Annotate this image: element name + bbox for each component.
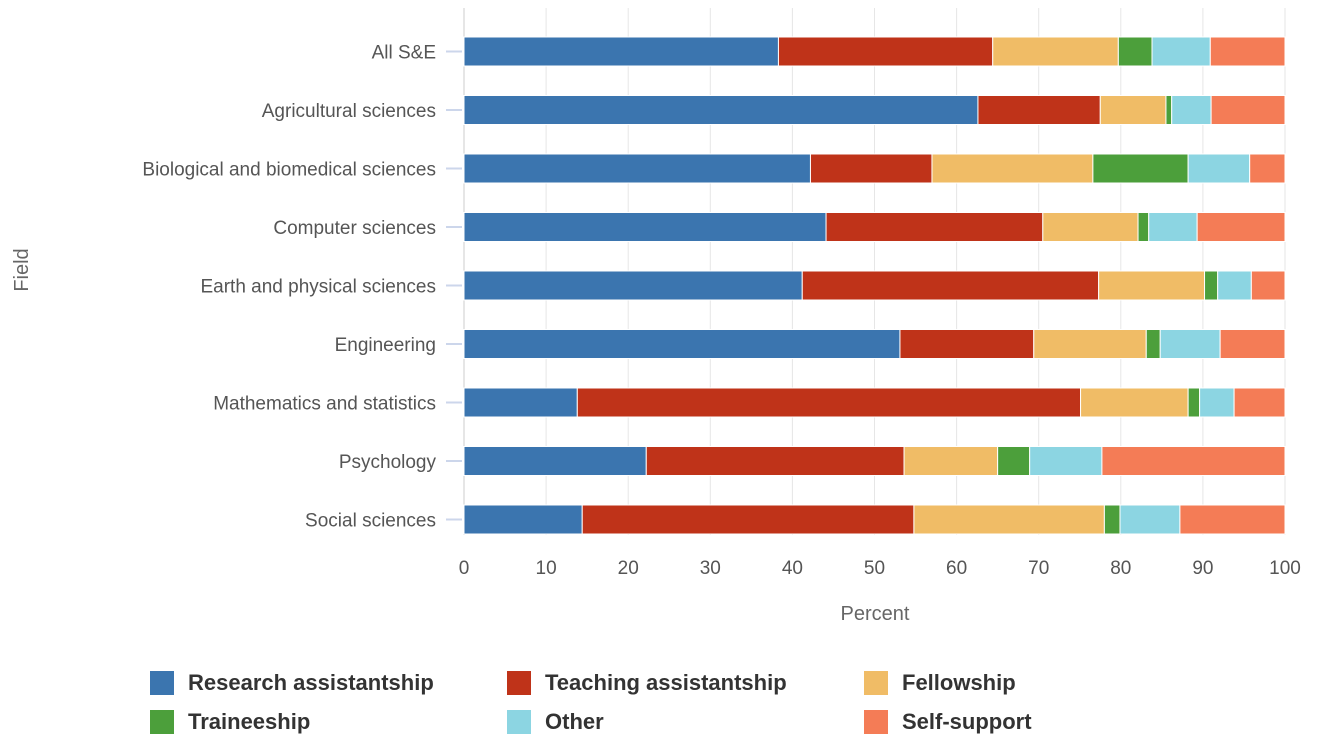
x-tick-label: 40	[782, 558, 803, 579]
bar-segment	[1042, 212, 1139, 242]
bar-segment	[1033, 329, 1147, 359]
legend-label: Self-support	[902, 709, 1032, 734]
bar-segment	[463, 504, 583, 535]
x-axis-title: Percent	[841, 603, 910, 625]
bar-segment	[1233, 387, 1286, 418]
bar-segment	[825, 212, 1044, 242]
bar-segment	[1196, 212, 1286, 242]
bar-segment	[809, 153, 933, 184]
legend-swatch	[150, 671, 174, 695]
bar-segment	[1159, 329, 1221, 359]
x-tick-label: 10	[536, 558, 557, 579]
category-label: Computer sciences	[273, 218, 436, 239]
bar-segment	[1103, 504, 1121, 535]
x-tick-labels: 0 10 20 30 40 50 60 70 80 90 100	[459, 558, 1301, 579]
bar-segment	[931, 153, 1094, 184]
x-tick-label: 80	[1110, 558, 1131, 579]
bar-segment	[463, 212, 827, 242]
bar-segment	[576, 387, 1082, 418]
bar-segment	[463, 153, 811, 184]
legend-label: Research assistantship	[188, 670, 434, 695]
category-label: Engineering	[335, 335, 436, 356]
bar-segment	[1187, 153, 1251, 184]
bar-segment	[1171, 95, 1212, 125]
bar-segment	[777, 36, 994, 67]
legend-swatch	[864, 671, 888, 695]
category-label: Mathematics and statistics	[213, 394, 436, 415]
bar-segment	[1098, 270, 1206, 301]
bar-segment	[1080, 387, 1189, 418]
bar-segment	[463, 329, 901, 359]
bar-segment	[1117, 36, 1153, 67]
x-tick-label: 90	[1192, 558, 1213, 579]
x-tick-label: 70	[1028, 558, 1049, 579]
bar-segment	[801, 270, 1100, 301]
legend-label: Teaching assistantship	[545, 670, 787, 695]
bar-segment	[992, 36, 1119, 67]
bar-segment	[1145, 329, 1161, 359]
legend-swatch	[150, 710, 174, 734]
bar-segment	[1148, 212, 1198, 242]
bar-segment	[997, 446, 1031, 476]
legend-label: Traineeship	[188, 709, 311, 734]
legend-item[interactable]: Self-support	[864, 709, 1032, 735]
category-label: Earth and physical sciences	[200, 277, 436, 298]
bar-segment	[1119, 504, 1181, 535]
legend-swatch	[864, 710, 888, 734]
bar-segment	[463, 446, 647, 476]
x-tick-label: 100	[1269, 558, 1301, 579]
bar-segment	[977, 95, 1101, 125]
category-label: Psychology	[339, 452, 437, 473]
x-tick-label: 60	[946, 558, 967, 579]
bar-segment	[1209, 36, 1286, 67]
legend-label: Fellowship	[902, 670, 1016, 695]
bars	[463, 36, 1286, 535]
bar-segment	[463, 270, 803, 301]
bar-segment	[463, 36, 779, 67]
bar-segment	[1029, 446, 1103, 476]
bar-segment	[903, 446, 999, 476]
bar-segment	[1219, 329, 1286, 359]
bar-segment	[1217, 270, 1252, 301]
category-label: Biological and biomedical sciences	[142, 160, 436, 181]
bar-segment	[581, 504, 915, 535]
bar-segment	[1151, 36, 1211, 67]
x-tick-label: 0	[459, 558, 470, 579]
bar-segment	[1187, 387, 1201, 418]
bar-segment	[645, 446, 905, 476]
bar-segment	[1204, 270, 1219, 301]
legend-item[interactable]: Teaching assistantship	[507, 670, 787, 696]
bar-segment	[913, 504, 1105, 535]
legend-item[interactable]: Research assistantship	[150, 670, 434, 696]
y-axis-title: Field	[11, 248, 33, 291]
bar-segment	[1199, 387, 1235, 418]
bar-segment	[1101, 446, 1286, 476]
category-label: All S&E	[372, 43, 436, 64]
category-labels: All S&E Agricultural sciences Biological a…	[142, 43, 462, 532]
bar-segment	[899, 329, 1035, 359]
legend-item[interactable]: Traineeship	[150, 709, 310, 735]
bar-segment	[1137, 212, 1150, 242]
x-tick-label: 30	[700, 558, 721, 579]
bar-segment	[1249, 153, 1286, 184]
bar-segment	[1210, 95, 1286, 125]
bar-segment	[1092, 153, 1189, 184]
stacked-bar-chart: All S&E Agricultural sciences Biological a…	[11, 8, 1301, 625]
category-label: Agricultural sciences	[262, 101, 436, 122]
x-tick-label: 50	[864, 558, 885, 579]
legend-item[interactable]: Fellowship	[864, 670, 1016, 696]
legend-swatch	[507, 671, 531, 695]
legend-label: Other	[545, 709, 604, 734]
bar-segment	[463, 387, 578, 418]
bar-segment	[463, 95, 979, 125]
bar-segment	[1165, 95, 1173, 125]
bar-segment	[1179, 504, 1286, 535]
category-label: Social sciences	[305, 511, 436, 532]
bar-segment	[1099, 95, 1167, 125]
legend-swatch	[507, 710, 531, 734]
x-tick-label: 20	[618, 558, 639, 579]
legend-item[interactable]: Other	[507, 709, 604, 735]
bar-segment	[1250, 270, 1286, 301]
